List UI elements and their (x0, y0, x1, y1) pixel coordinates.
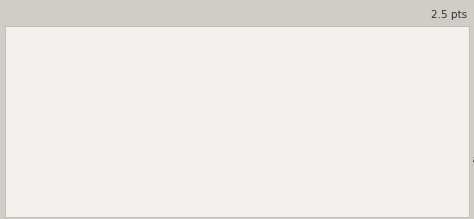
Text: 2.5 pts: 2.5 pts (431, 10, 467, 20)
Text: of the growing chain: of the growing chain (23, 168, 123, 178)
Circle shape (21, 86, 25, 90)
Text: different: different (138, 38, 192, 48)
Text: How is RNA synthesis: How is RNA synthesis (17, 38, 138, 48)
Text: RNA synthesis is driven forward by the hydrolysis of the pyrophosphate product: RNA synthesis is driven forward by the h… (32, 56, 423, 66)
Text: certain areas of the DNA template are copied more frequently that others: certain areas of the DNA template are co… (32, 108, 393, 118)
Text: the direction of product synthesis is 5’ to 3’: the direction of product synthesis is 5’… (32, 83, 245, 93)
Text: the mechanism of elongation involves the addition of nucleotide units to the 3’-: the mechanism of elongation involves the… (32, 155, 474, 165)
Circle shape (18, 82, 28, 93)
Text: the product runs antiparallel to the template: the product runs antiparallel to the tem… (32, 131, 252, 141)
Text: from DNA synthesis?: from DNA synthesis? (192, 38, 309, 48)
